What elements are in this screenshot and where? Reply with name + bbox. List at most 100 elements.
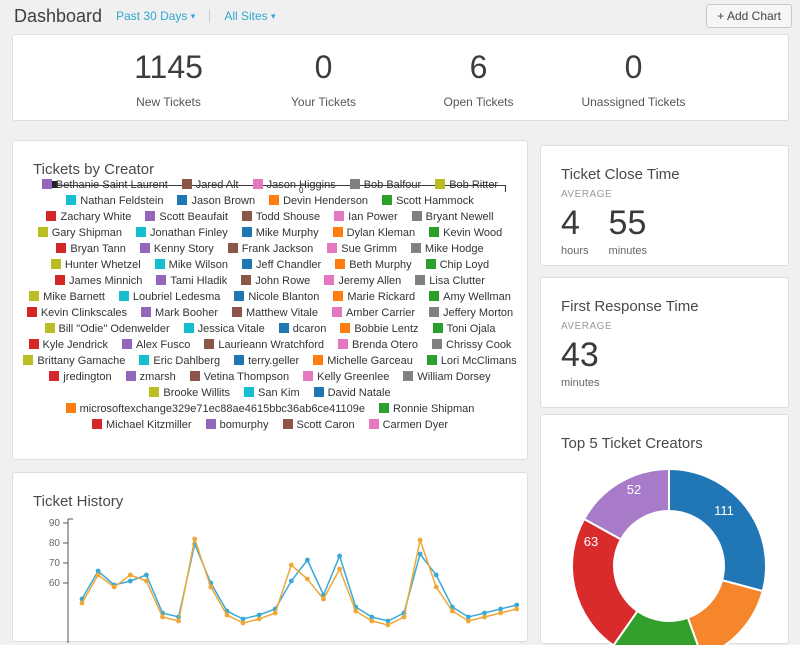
legend-item[interactable]: Laurieann Wratchford bbox=[204, 339, 324, 351]
legend-item[interactable]: Bob Ritter bbox=[435, 179, 498, 191]
legend-item[interactable]: James Minnich bbox=[55, 275, 142, 287]
legend-item[interactable]: dcaron bbox=[278, 323, 326, 335]
legend-item[interactable]: Lisa Clutter bbox=[415, 275, 485, 287]
ticket-history-panel: Ticket History 90 80 70 60 bbox=[12, 472, 528, 643]
legend-label: Jason Higgins bbox=[266, 179, 336, 191]
legend-item[interactable]: Brenda Otero bbox=[337, 339, 418, 351]
legend-item[interactable]: Jared Alt bbox=[181, 179, 239, 191]
legend-label: Bryan Tann bbox=[70, 243, 126, 255]
legend-item[interactable]: Jeremy Allen bbox=[324, 275, 401, 287]
legend-row: Bryan Tann Kenny Story Frank Jackson Sue Gr… bbox=[13, 241, 527, 257]
legend-item[interactable]: Jeff Chandler bbox=[241, 259, 321, 271]
legend-item[interactable]: Amber Carrier bbox=[331, 307, 415, 319]
legend-item[interactable]: Sue Grimm bbox=[327, 243, 397, 255]
legend-item[interactable]: Michelle Garceau bbox=[313, 355, 413, 367]
legend-item[interactable]: Mike Barnett bbox=[29, 291, 105, 303]
legend-item[interactable]: Marie Rickard bbox=[333, 291, 415, 303]
legend-item[interactable]: Loubriel Ledesma bbox=[118, 291, 220, 303]
legend-item[interactable]: Scott Hammock bbox=[382, 195, 474, 207]
panel-title: Ticket Close Time bbox=[561, 166, 680, 183]
legend-item[interactable]: Kyle Jendrick bbox=[28, 339, 108, 351]
legend-swatch bbox=[415, 275, 426, 285]
legend-item[interactable]: Bryan Tann bbox=[56, 243, 126, 255]
legend-item[interactable]: Kelly Greenlee bbox=[303, 371, 389, 383]
legend-item[interactable]: Eric Dahlberg bbox=[139, 355, 220, 367]
legend-item[interactable]: Beth Murphy bbox=[335, 259, 412, 271]
legend-swatch bbox=[334, 211, 345, 221]
legend-item[interactable]: David Natale bbox=[313, 387, 391, 399]
legend-item[interactable]: Jason Higgins bbox=[252, 179, 336, 191]
legend-swatch bbox=[181, 179, 192, 189]
legend-label: Ian Power bbox=[348, 211, 398, 223]
legend-item[interactable]: Bill "Odie" Odenwelder bbox=[44, 323, 170, 335]
sites-dropdown[interactable]: All Sites ▾ bbox=[224, 9, 276, 23]
legend-item[interactable]: Bob Balfour bbox=[349, 179, 421, 191]
legend-item[interactable]: Brittany Gamache bbox=[23, 355, 125, 367]
legend-item[interactable]: Nathan Feldstein bbox=[66, 195, 163, 207]
legend-item[interactable]: Gary Shipman bbox=[37, 227, 122, 239]
legend-item[interactable]: Jonathan Finley bbox=[136, 227, 228, 239]
legend-item[interactable]: Chip Loyd bbox=[425, 259, 489, 271]
legend-item[interactable]: John Rowe bbox=[241, 275, 310, 287]
stat-label: Unassigned Tickets bbox=[581, 95, 686, 109]
legend-item[interactable]: zmarsh bbox=[125, 371, 176, 383]
legend-item[interactable]: Toni Ojala bbox=[432, 323, 495, 335]
legend-item[interactable]: William Dorsey bbox=[403, 371, 491, 383]
legend-item[interactable]: Bethanie Saint Laurent bbox=[41, 179, 168, 191]
legend-item[interactable]: Kevin Clinkscales bbox=[26, 307, 127, 319]
legend-item[interactable]: Mark Booher bbox=[141, 307, 218, 319]
legend-item[interactable]: Frank Jackson bbox=[227, 243, 313, 255]
legend-item[interactable]: Zachary White bbox=[46, 211, 131, 223]
legend-item[interactable]: Ronnie Shipman bbox=[379, 403, 474, 415]
legend-swatch bbox=[65, 403, 76, 413]
legend-swatch bbox=[189, 371, 200, 381]
legend-item[interactable]: Dylan Kleman bbox=[332, 227, 415, 239]
legend-swatch bbox=[28, 339, 39, 349]
legend-item[interactable]: Devin Henderson bbox=[269, 195, 368, 207]
legend-item[interactable]: microsoftexchange329e71ec88ae4615bbc36ab… bbox=[65, 403, 365, 415]
legend-item[interactable]: Scott Beaufait bbox=[145, 211, 228, 223]
date-range-dropdown[interactable]: Past 30 Days ▾ bbox=[116, 9, 196, 23]
legend-item[interactable]: Hunter Whetzel bbox=[50, 259, 141, 271]
legend-item[interactable]: San Kim bbox=[244, 387, 300, 399]
legend-label: Marie Rickard bbox=[347, 291, 416, 303]
legend-item[interactable]: Kevin Wood bbox=[429, 227, 502, 239]
legend-item[interactable]: Mike Wilson bbox=[154, 259, 228, 271]
legend-item[interactable]: Tami Hladik bbox=[156, 275, 227, 287]
metric-value: 55 bbox=[608, 204, 647, 242]
legend-item[interactable]: Michael Kitzmiller bbox=[92, 419, 192, 431]
first-response-time-panel: First Response Time AVERAGE 43 minutes bbox=[540, 277, 789, 408]
legend-item[interactable]: Brooke Willits bbox=[149, 387, 230, 399]
legend-item[interactable]: Carmen Dyer bbox=[368, 419, 448, 431]
legend-item[interactable]: Scott Caron bbox=[282, 419, 355, 431]
legend-item[interactable]: Kenny Story bbox=[139, 243, 214, 255]
legend-item[interactable]: jredington bbox=[49, 371, 112, 383]
legend-swatch bbox=[23, 355, 34, 365]
legend-item[interactable]: terry.geller bbox=[234, 355, 299, 367]
legend-item[interactable]: Lori McClimans bbox=[426, 355, 517, 367]
legend-item[interactable]: Amy Wellman bbox=[429, 291, 511, 303]
legend-item[interactable]: Jeffery Morton bbox=[429, 307, 513, 319]
stat-open-tickets: 6 Open Tickets bbox=[401, 49, 556, 109]
legend-item[interactable]: Chrissy Cook bbox=[432, 339, 511, 351]
legend-item[interactable]: Ian Power bbox=[334, 211, 398, 223]
legend-item[interactable]: Jessica Vitale bbox=[183, 323, 265, 335]
legend-item[interactable]: Todd Shouse bbox=[241, 211, 320, 223]
legend-item[interactable]: Alex Fusco bbox=[121, 339, 190, 351]
legend-item[interactable]: Nicole Blanton bbox=[234, 291, 319, 303]
legend-item[interactable]: Jason Brown bbox=[177, 195, 255, 207]
legend-item[interactable]: Bobbie Lentz bbox=[340, 323, 419, 335]
legend-item[interactable]: Mike Hodge bbox=[410, 243, 484, 255]
legend-item[interactable]: bomurphy bbox=[205, 419, 269, 431]
legend-item[interactable]: Vetina Thompson bbox=[189, 371, 289, 383]
line-point bbox=[449, 608, 455, 614]
legend-item[interactable]: Matthew Vitale bbox=[232, 307, 318, 319]
add-chart-button[interactable]: + Add Chart bbox=[706, 4, 792, 28]
legend-row: Zachary White Scott Beaufait Todd Shouse Ia… bbox=[13, 209, 527, 225]
legend-item[interactable]: Bryant Newell bbox=[411, 211, 494, 223]
line-point bbox=[385, 622, 391, 628]
collapsed-axis-line bbox=[56, 185, 506, 192]
legend-item[interactable]: Mike Murphy bbox=[241, 227, 319, 239]
y-axis-tick-label: 90 bbox=[49, 518, 61, 529]
legend-swatch bbox=[429, 291, 440, 301]
